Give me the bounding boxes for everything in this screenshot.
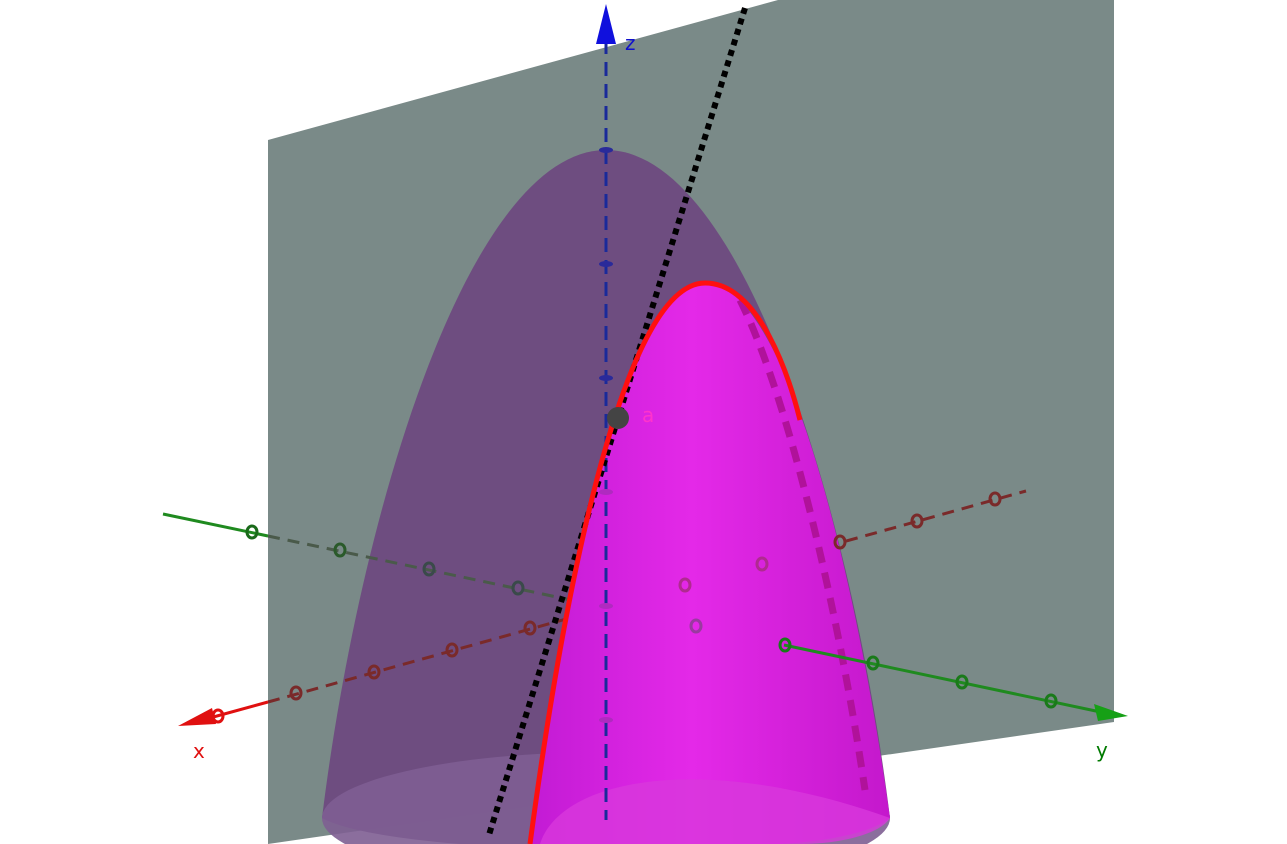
y-tick: [333, 542, 347, 558]
x-tick: [211, 708, 225, 724]
point-a-label: a: [642, 403, 654, 427]
z-tick: [599, 147, 613, 153]
z-axis-ticks: [599, 147, 613, 723]
y-axis-arrow: [1094, 704, 1128, 721]
z-tick: [599, 603, 613, 609]
z-tick: [599, 717, 613, 723]
x-axis-positive-dashed: [267, 489, 1027, 704]
x-tick: [988, 491, 1002, 507]
y-axis-label: y: [1096, 738, 1108, 762]
x-axis-label: x: [193, 739, 205, 763]
z-tick: [599, 261, 613, 267]
x-axis-solid: [205, 700, 269, 721]
x-tick: [833, 534, 847, 550]
y-tick: [866, 655, 880, 671]
y-tick: [955, 674, 969, 690]
y-axis-ticks: [245, 524, 1058, 709]
y-tick: [689, 618, 703, 634]
point-a[interactable]: [607, 407, 629, 429]
x-tick: [910, 513, 924, 529]
inner-surface-base: [540, 779, 890, 844]
x-axis-ticks: [211, 491, 1002, 724]
intersection-curve[interactable]: [527, 280, 803, 844]
x-tick: [678, 577, 692, 593]
x-tick: [523, 620, 537, 636]
y-axis-negative-dashed: [267, 534, 785, 647]
y-tick: [245, 524, 259, 540]
inner-surface-dashed-edge: [736, 298, 869, 791]
z-tick: [599, 375, 613, 381]
z-tick: [599, 489, 613, 495]
y-tick: [1044, 693, 1058, 709]
y-tick: [511, 580, 525, 596]
z-axis-label: z: [625, 31, 636, 55]
y-axis-negative-solid: [162, 512, 269, 538]
x-tick: [367, 664, 381, 680]
y-tick: [778, 637, 792, 653]
x-tick: [289, 685, 303, 701]
x-tick: [755, 556, 769, 572]
z-axis-arrow: [596, 4, 616, 44]
x-tick: [445, 642, 459, 658]
x-axis-arrow: [178, 708, 216, 726]
y-tick: [422, 561, 436, 577]
